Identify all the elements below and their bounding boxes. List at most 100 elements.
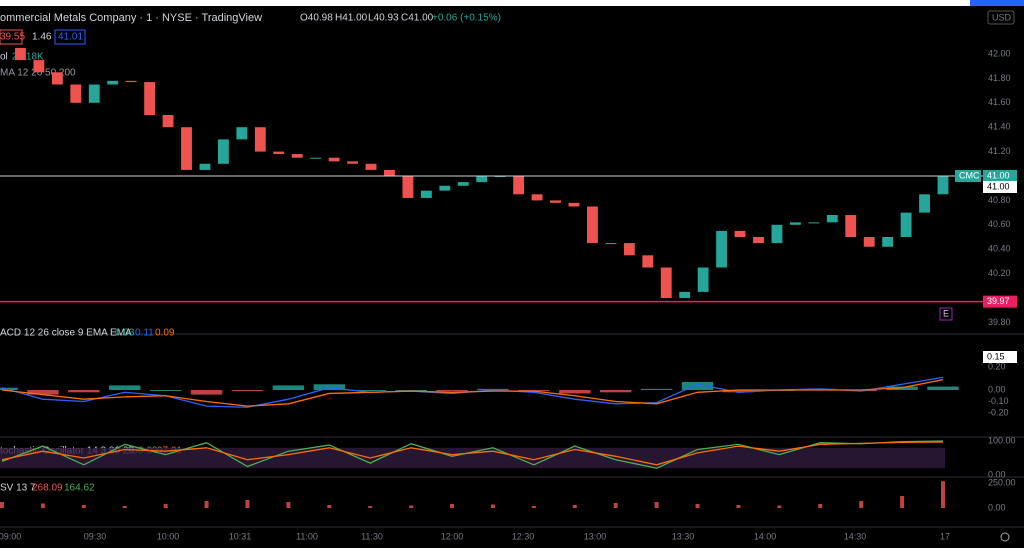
macd-hist-bar bbox=[109, 385, 141, 390]
candle bbox=[679, 291, 691, 298]
macd-hist-value: 0.03 bbox=[115, 328, 135, 339]
y-tick-label: 40.60 bbox=[988, 219, 1011, 229]
y-tick-label: 250.00 bbox=[988, 477, 1016, 487]
time-label: 09:00 bbox=[0, 531, 21, 541]
osc-bar bbox=[736, 505, 741, 508]
candle bbox=[51, 72, 63, 85]
candle bbox=[457, 182, 469, 186]
y-tick-label: 40.20 bbox=[988, 268, 1011, 278]
candle bbox=[789, 222, 801, 225]
time-label: 11:30 bbox=[361, 531, 383, 541]
candle bbox=[107, 80, 119, 85]
osc-value2: 164.62 bbox=[64, 483, 95, 494]
osc-bar bbox=[122, 506, 127, 508]
osc-bar bbox=[613, 503, 618, 508]
candle bbox=[845, 215, 857, 237]
candle bbox=[273, 151, 285, 155]
candle bbox=[587, 206, 598, 244]
time-label: 12:30 bbox=[512, 531, 535, 541]
candle bbox=[402, 176, 414, 198]
time-label: 17 bbox=[940, 531, 950, 541]
candle bbox=[900, 212, 912, 237]
settings-icon[interactable] bbox=[1000, 532, 1010, 542]
candle bbox=[125, 80, 137, 83]
macd-hist-bar bbox=[149, 390, 182, 391]
candle bbox=[937, 176, 949, 195]
candle bbox=[605, 243, 617, 245]
macd-hist-bar bbox=[559, 390, 591, 394]
time-label: 13:00 bbox=[584, 531, 607, 541]
y-tick-label: 41.80 bbox=[988, 73, 1011, 83]
osc-bar bbox=[941, 481, 945, 508]
osc-bar bbox=[859, 501, 864, 508]
currency: USD bbox=[992, 12, 1012, 22]
buy-button[interactable] bbox=[54, 29, 86, 45]
osc-bar bbox=[818, 504, 823, 508]
candle bbox=[236, 127, 248, 140]
price-tag-symbol: CMC bbox=[959, 170, 980, 180]
candle bbox=[623, 243, 635, 256]
earnings-box bbox=[939, 307, 953, 321]
macd-hist-bar bbox=[600, 390, 632, 393]
currency-button[interactable] bbox=[987, 10, 1015, 25]
volume-value: 2.418K bbox=[12, 52, 44, 63]
candle bbox=[753, 237, 764, 244]
y-tick-label: 0.20 bbox=[988, 361, 1006, 371]
candle bbox=[88, 84, 100, 103]
candle bbox=[919, 194, 930, 213]
candle bbox=[347, 161, 358, 164]
osc-label: SV 13 7 bbox=[0, 483, 36, 494]
signal-line bbox=[1, 379, 944, 407]
signal-value: 0.09 bbox=[155, 328, 175, 339]
macd-hist-bar bbox=[354, 390, 386, 391]
y-tick-label: -0.20 bbox=[988, 407, 1009, 417]
time-label: 09:30 bbox=[84, 531, 107, 541]
crosshair-price: 41.00 bbox=[987, 181, 1010, 191]
osc-bar bbox=[204, 501, 209, 508]
top-button[interactable] bbox=[970, 0, 1024, 6]
low-tag bbox=[983, 295, 1017, 308]
osc-bar bbox=[245, 500, 250, 508]
y-tick-label: 41.40 bbox=[988, 122, 1011, 132]
time-label: 12:00 bbox=[441, 531, 464, 541]
price-tag bbox=[955, 170, 981, 182]
symbol-title: ommercial Metals Company · 1 · NYSE · Tr… bbox=[0, 12, 262, 24]
candle bbox=[660, 267, 672, 298]
candle bbox=[199, 163, 211, 170]
osc-bar bbox=[163, 504, 168, 508]
macd-hist-bar bbox=[640, 388, 673, 390]
osc-bar bbox=[286, 502, 291, 508]
osc-bar bbox=[531, 506, 536, 508]
candle bbox=[144, 82, 156, 115]
time-label: 10:31 bbox=[229, 531, 252, 541]
macd-hist-bar bbox=[231, 390, 264, 392]
y-tick-label: 42.00 bbox=[988, 48, 1011, 58]
ma-label: MA 12 26 50 200 bbox=[0, 68, 76, 79]
osc-bar bbox=[327, 505, 332, 508]
y-tick-label: 40.80 bbox=[988, 195, 1011, 205]
y-tick-label: 0.00 bbox=[988, 384, 1006, 394]
candle bbox=[181, 127, 192, 170]
spread: 1.46 bbox=[32, 32, 52, 43]
top-bar bbox=[0, 0, 1024, 6]
candle bbox=[328, 157, 340, 162]
macd-current-tag bbox=[983, 351, 1017, 363]
osc-bar bbox=[572, 505, 577, 508]
osc-bar bbox=[654, 502, 659, 508]
macd-hist-bar bbox=[27, 390, 59, 395]
candle bbox=[734, 230, 746, 237]
candle bbox=[716, 230, 728, 268]
macd-hist-bar bbox=[190, 390, 223, 395]
osc-bar bbox=[409, 505, 414, 508]
buy-price: 41.01 bbox=[58, 32, 83, 43]
macd-value: 0.11 bbox=[135, 328, 154, 339]
candle bbox=[217, 139, 229, 164]
candle bbox=[384, 169, 395, 176]
macd-hist-bar bbox=[722, 390, 755, 393]
osc-bar bbox=[490, 504, 495, 508]
low-price: 39.97 bbox=[987, 296, 1010, 306]
stoch-band bbox=[0, 447, 945, 469]
sell-button[interactable] bbox=[0, 29, 23, 45]
last-price: 41.00 bbox=[987, 170, 1010, 180]
